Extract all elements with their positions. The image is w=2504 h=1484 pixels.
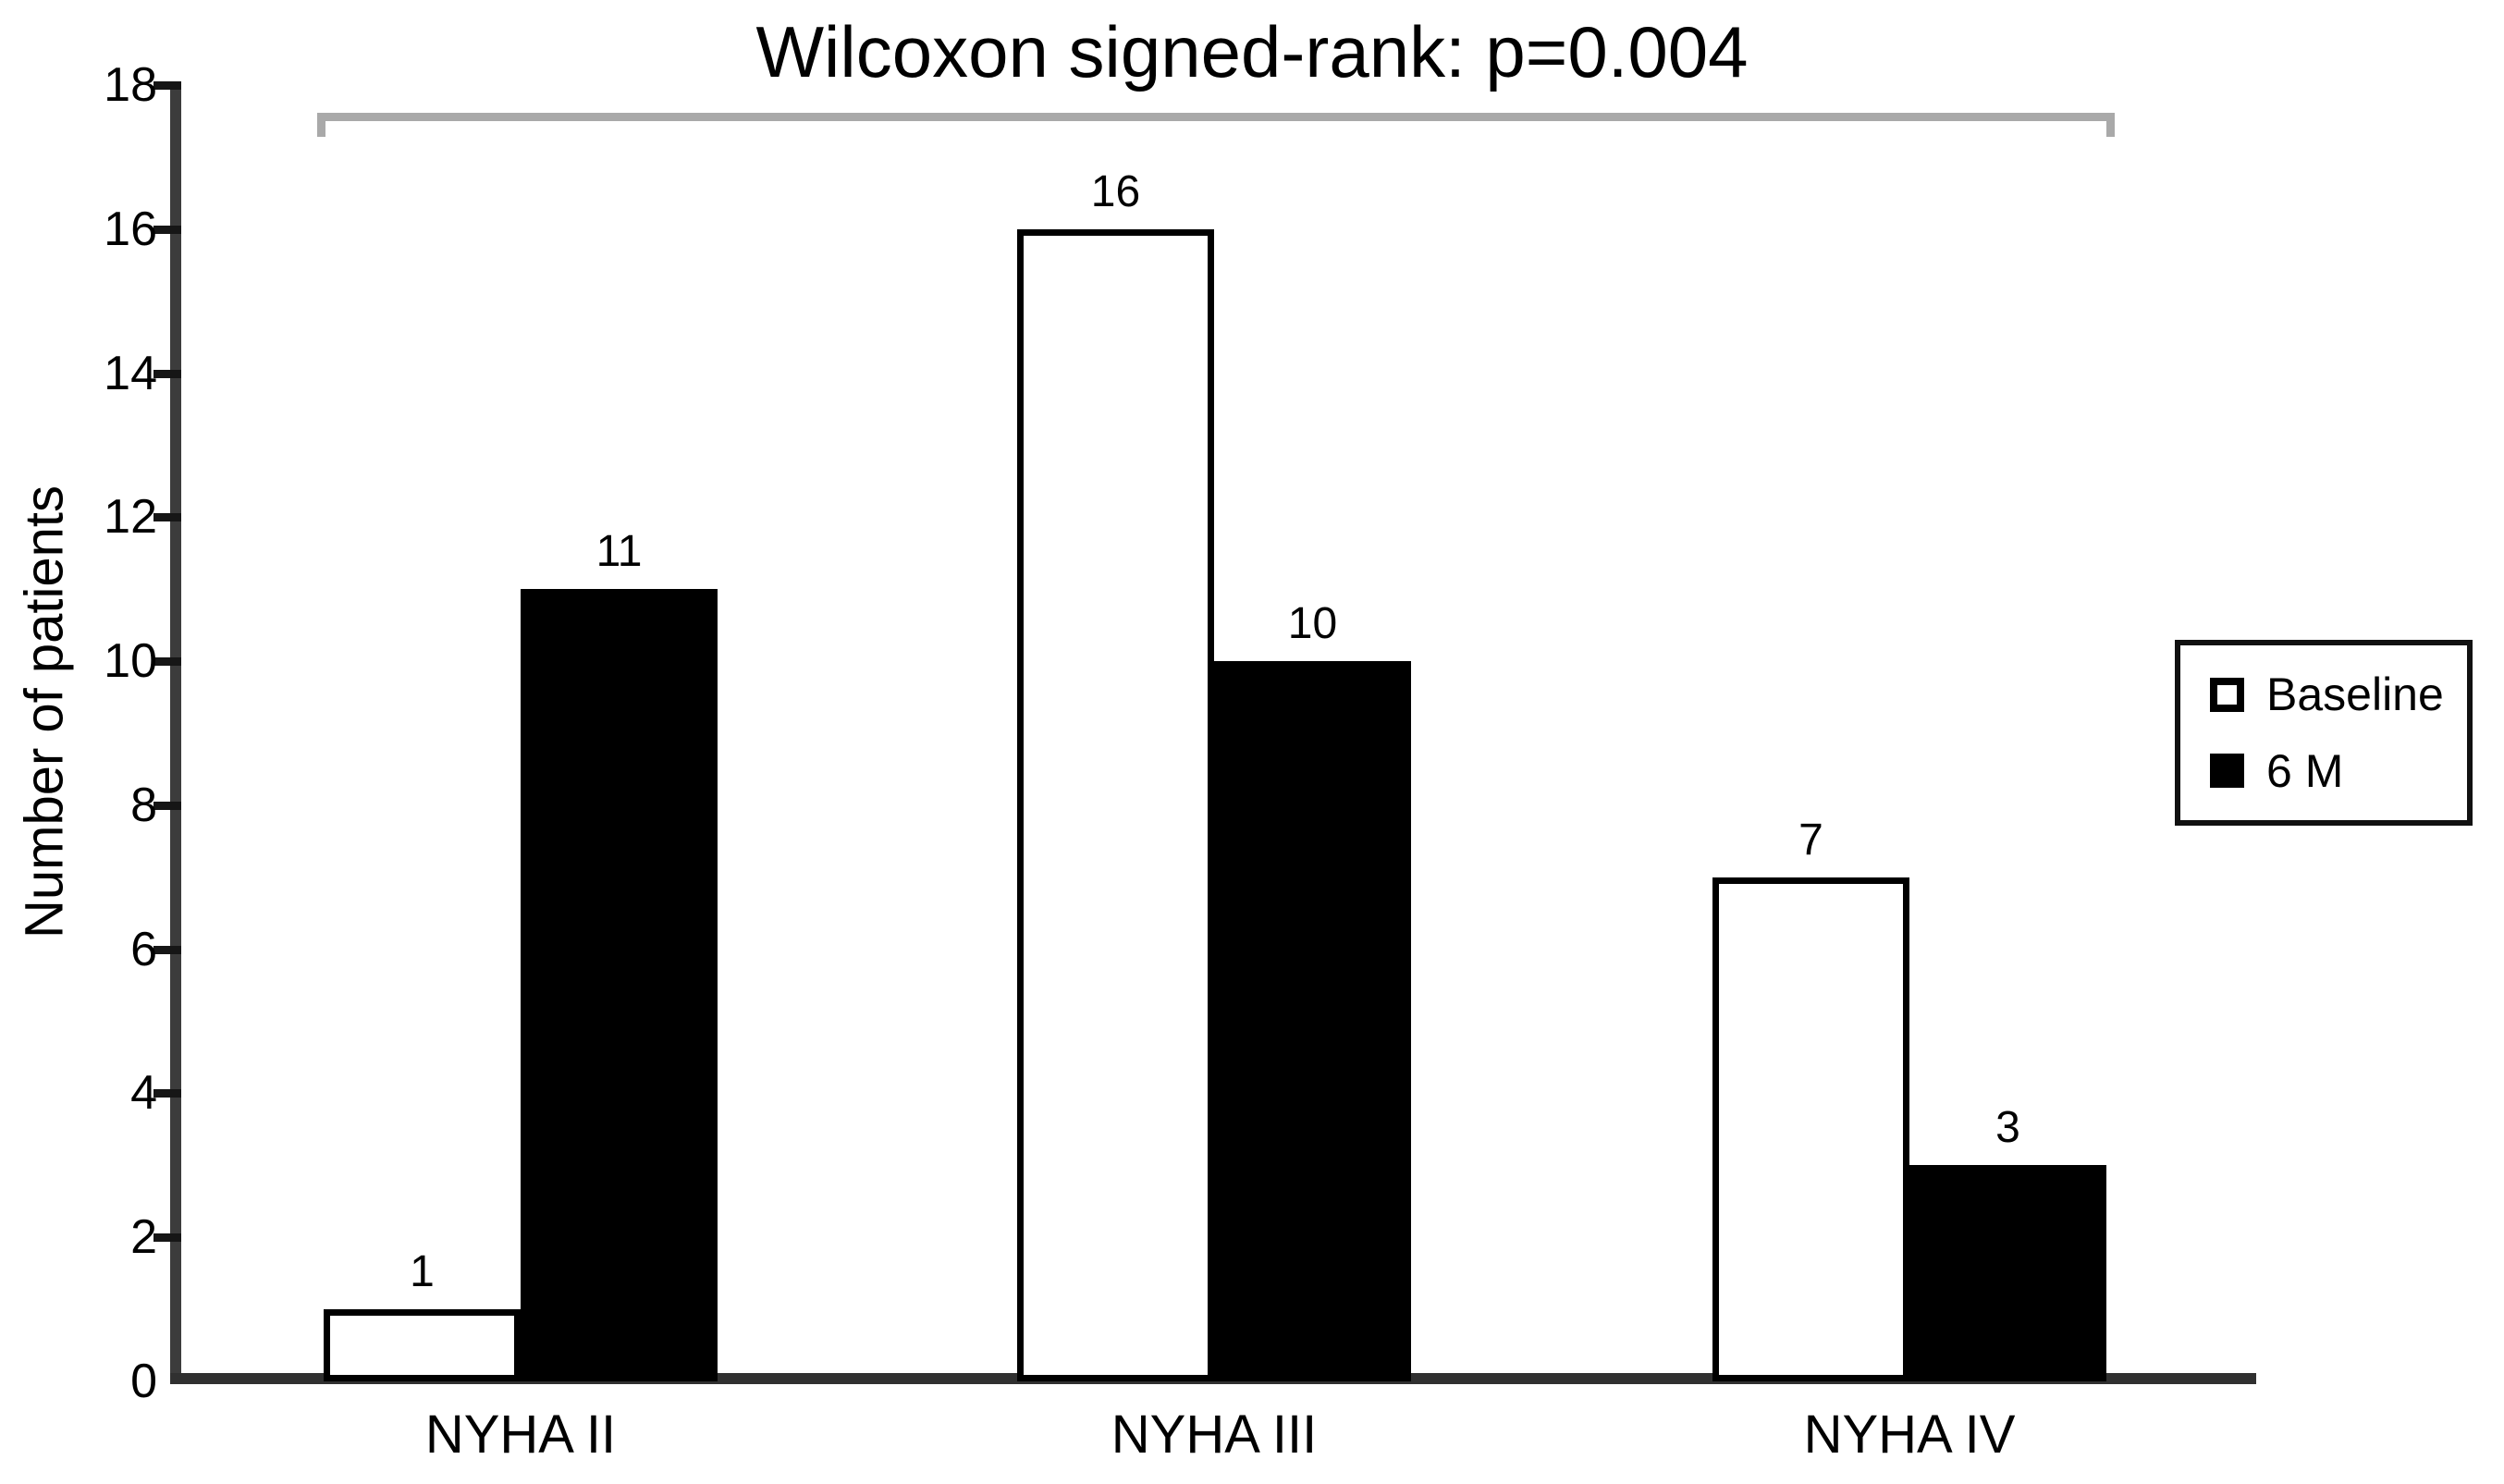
y-tick-label-12: 12 [104,490,157,545]
y-tick-mark-8 [153,801,181,810]
y-tick-mark-4 [153,1089,181,1098]
significance-bracket [317,113,2115,137]
bar-value-label-6-m-nyha-ii: 11 [595,527,643,577]
legend-item-6-m: 6 M [2210,744,2467,798]
bar-6-m-nyha-iii [1214,661,1411,1381]
y-axis-label: Number of patients [14,484,75,939]
y-tick-label-6: 6 [130,922,157,976]
y-tick-mark-10 [153,657,181,667]
bar-value-label-baseline-nyha-iv: 7 [1798,815,1823,865]
y-axis-line [170,85,181,1384]
bar-value-label-baseline-nyha-ii: 1 [410,1247,435,1297]
bar-value-label-6-m-nyha-iii: 10 [1287,599,1338,649]
bar-baseline-nyha-iii [1017,228,1214,1381]
y-tick-label-10: 10 [104,634,157,689]
y-tick-mark-2 [153,1233,181,1243]
legend-label-baseline: Baseline [2266,668,2444,721]
y-tick-mark-18 [153,81,181,90]
bar-6-m-nyha-iv [1909,1165,2106,1381]
chart-title: Wilcoxon signed-rank: p=0.004 [755,11,1749,92]
y-tick-label-0: 0 [130,1355,157,1408]
bar-value-label-baseline-nyha-iii: 16 [1090,166,1141,216]
legend-label-6-m: 6 M [2266,744,2344,797]
y-tick-label-4: 4 [130,1066,157,1121]
category-label-nyha-iii: NYHA III [1111,1404,1318,1465]
y-tick-label-14: 14 [104,346,157,400]
y-tick-mark-16 [153,225,181,234]
category-label-nyha-iv: NYHA IV [1803,1404,2016,1465]
y-tick-label-2: 2 [130,1210,157,1265]
y-tick-mark-14 [153,369,181,378]
bar-6-m-nyha-ii [521,589,718,1381]
bar-baseline-nyha-iv [1712,877,1909,1381]
y-tick-label-8: 8 [130,778,157,832]
y-tick-mark-12 [153,513,181,522]
legend-swatch-6-m [2210,754,2244,789]
legend-swatch-baseline [2210,677,2244,712]
y-tick-mark-6 [153,945,181,954]
bar-baseline-nyha-ii [324,1309,521,1381]
y-tick-label-16: 16 [104,202,157,256]
legend: Baseline 6 M [2175,640,2473,826]
y-tick-label-18: 18 [104,58,157,112]
category-label-nyha-ii: NYHA II [424,1404,617,1465]
legend-item-baseline: Baseline [2210,668,2467,721]
bar-value-label-6-m-nyha-iv: 3 [1995,1103,2020,1153]
